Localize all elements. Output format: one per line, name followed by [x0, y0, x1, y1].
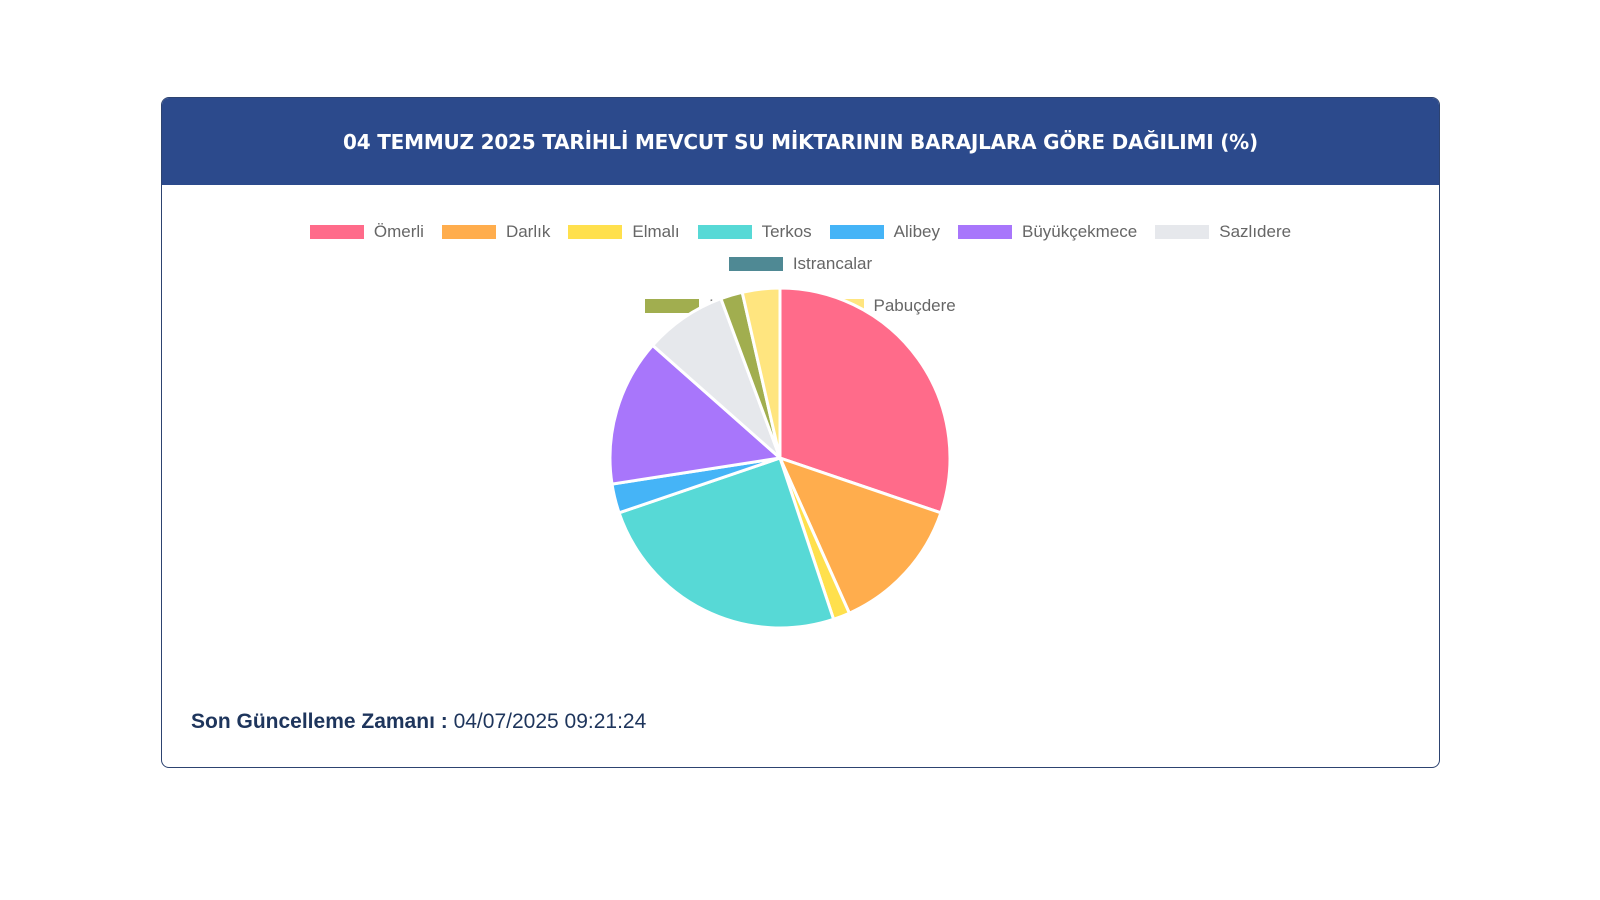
legend-swatch	[957, 225, 1012, 239]
last-update-label: Son Güncelleme Zamanı :	[191, 710, 448, 733]
chart-card: 04 TEMMUZ 2025 TARİHLİ MEVCUT SU MİKTARI…	[161, 97, 1440, 768]
legend-label: Elmalı	[632, 222, 680, 241]
card-header: 04 TEMMUZ 2025 TARİHLİ MEVCUT SU MİKTARI…	[162, 98, 1439, 185]
pie-slice-darlık[interactable]	[777, 455, 943, 616]
legend-item[interactable]: Sazlıdere	[1155, 221, 1291, 243]
legend-swatch	[728, 257, 783, 271]
legend-swatch	[309, 225, 364, 239]
chart-title: 04 TEMMUZ 2025 TARİHLİ MEVCUT SU MİKTARI…	[343, 129, 1258, 154]
pie-slice-pabuçdere[interactable]	[740, 286, 782, 459]
legend-swatch	[697, 225, 752, 239]
legend-label: Pabuçdere	[873, 296, 956, 315]
legend-label: Darlık	[505, 222, 551, 241]
last-update-value: 04/07/2025 09:21:24	[453, 710, 647, 733]
legend-swatch	[1155, 225, 1210, 239]
legend-label: Terkos	[761, 222, 812, 241]
pie-slice-terkos[interactable]	[617, 456, 836, 630]
pie-chart	[608, 286, 952, 630]
legend-item[interactable]: Terkos	[697, 221, 812, 243]
legend-swatch	[829, 225, 884, 239]
legend-label: Istrancalar	[792, 254, 873, 273]
legend-label: Ömerli	[373, 222, 424, 241]
legend-item[interactable]: Istrancalar	[728, 253, 873, 275]
legend-swatch	[645, 299, 700, 313]
legend-item[interactable]: Darlık	[441, 221, 551, 243]
last-update: Son Güncelleme Zamanı : 04/07/2025 09:21…	[191, 710, 646, 734]
pie-slice-büyükçekmece[interactable]	[608, 343, 784, 486]
legend-item[interactable]: Alibey	[829, 221, 940, 243]
legend-label: Sazlıdere	[1219, 222, 1292, 241]
legend-label: Alibey	[893, 222, 940, 241]
legend-item[interactable]: Ömerli	[309, 221, 424, 243]
chart-legend: Ömerli Darlık Elmalı Terkos Alibey Büyükçekme…	[162, 221, 1439, 317]
legend-item[interactable]: Elmalı	[568, 221, 680, 243]
pie-slice-ömerli[interactable]	[778, 286, 952, 515]
legend-label: Büyükçekmece	[1021, 222, 1138, 241]
legend-swatch	[441, 225, 496, 239]
legend-swatch	[568, 225, 623, 239]
legend-item[interactable]: Büyükçekmece	[957, 221, 1138, 243]
